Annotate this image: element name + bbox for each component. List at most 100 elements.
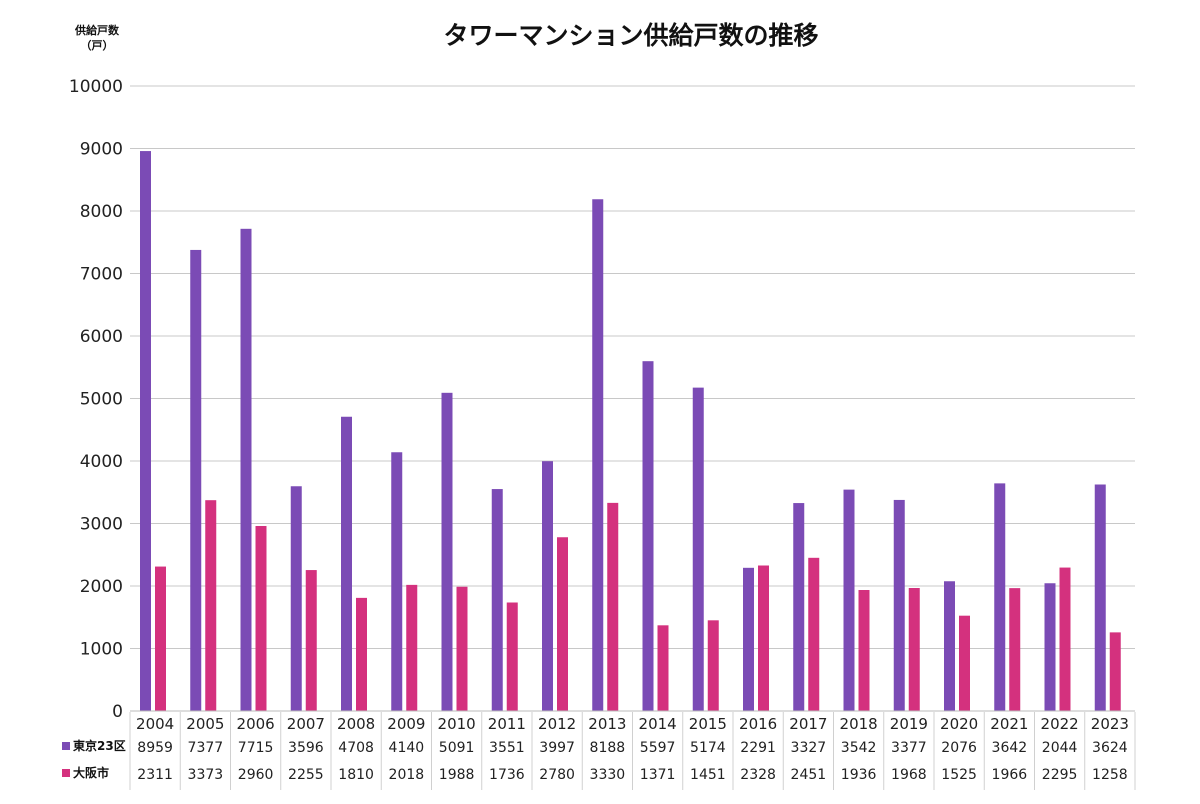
x-tick-label: 2018 <box>840 715 878 733</box>
data-label: 1966 <box>992 767 1028 783</box>
data-label: 7715 <box>238 740 274 756</box>
bar <box>793 503 805 711</box>
bar <box>255 526 267 711</box>
data-label: 8188 <box>590 740 626 756</box>
bar <box>1094 484 1106 711</box>
bar <box>1044 583 1056 711</box>
data-label: 1371 <box>640 767 676 783</box>
bar <box>707 620 719 711</box>
data-label: 8959 <box>137 740 173 756</box>
y-tick-label: 0 <box>112 702 123 722</box>
bar <box>1009 588 1021 711</box>
x-tick-label: 2017 <box>789 715 827 733</box>
bar <box>240 228 252 711</box>
y-tick-label: 8000 <box>80 202 123 222</box>
bar <box>808 557 820 711</box>
data-label: 5174 <box>690 740 726 756</box>
bar <box>456 586 468 711</box>
legend-swatch <box>62 742 70 750</box>
data-label: 3642 <box>992 740 1028 756</box>
bar <box>908 588 920 711</box>
data-label: 3330 <box>590 767 626 783</box>
x-tick-label: 2004 <box>136 715 174 733</box>
y-axis-label: 供給戸数 <box>74 23 120 37</box>
data-label: 3373 <box>188 767 224 783</box>
bar <box>406 584 418 711</box>
data-label: 5597 <box>640 740 676 756</box>
bar <box>843 489 855 711</box>
data-label: 1988 <box>439 767 475 783</box>
data-label: 4708 <box>338 740 374 756</box>
x-tick-label: 2015 <box>689 715 727 733</box>
bar <box>743 567 754 711</box>
bar <box>341 416 352 711</box>
data-label: 3542 <box>841 740 877 756</box>
bar <box>893 499 905 711</box>
data-label: 3551 <box>489 740 525 756</box>
bar <box>155 566 166 711</box>
bar <box>491 489 503 711</box>
bar <box>290 486 302 711</box>
data-label: 2780 <box>539 767 575 783</box>
y-axis-unit: （戸） <box>81 39 114 52</box>
bars-layer <box>140 151 1121 711</box>
data-label: 1810 <box>338 767 374 783</box>
data-label: 3624 <box>1092 740 1128 756</box>
x-tick-label: 2019 <box>890 715 928 733</box>
data-label: 2076 <box>941 740 977 756</box>
x-tick-label: 2014 <box>639 715 677 733</box>
y-tick-label: 1000 <box>80 640 123 660</box>
bar <box>607 502 619 711</box>
data-label: 1525 <box>941 767 977 783</box>
x-tick-label: 2006 <box>237 715 275 733</box>
bar <box>959 615 970 711</box>
data-label: 1451 <box>690 767 726 783</box>
y-tick-label: 10000 <box>69 77 123 97</box>
bar <box>140 151 151 711</box>
x-tick-label: 2016 <box>739 715 777 733</box>
x-tick-label: 2021 <box>990 715 1028 733</box>
y-tick-label: 9000 <box>80 140 123 160</box>
bar <box>657 625 669 711</box>
y-tick-label: 2000 <box>80 577 123 597</box>
bar <box>758 565 769 711</box>
data-label: 3596 <box>288 740 324 756</box>
data-label: 1736 <box>489 767 525 783</box>
legend-label: 大阪市 <box>73 765 109 780</box>
x-tick-label: 2007 <box>287 715 325 733</box>
data-label: 2018 <box>389 767 425 783</box>
bar <box>557 537 568 711</box>
x-tick-label: 2009 <box>387 715 425 733</box>
data-label: 2328 <box>740 767 776 783</box>
data-label: 3327 <box>791 740 827 756</box>
data-label: 2451 <box>791 767 827 783</box>
bar <box>1109 632 1121 711</box>
data-label: 1936 <box>841 767 877 783</box>
x-tick-label: 2010 <box>438 715 476 733</box>
y-tick-label: 4000 <box>80 452 123 472</box>
x-tick-label: 2020 <box>940 715 978 733</box>
data-label: 3997 <box>539 740 575 756</box>
bar <box>356 597 367 711</box>
bar <box>391 452 403 711</box>
x-tick-label: 2013 <box>588 715 626 733</box>
bar <box>542 461 553 711</box>
data-label: 3377 <box>891 740 927 756</box>
data-table: 2004 2005 2006 2007 2008 2009 2010 2011 2012 2013… <box>62 710 1136 790</box>
data-label: 7377 <box>188 740 224 756</box>
bar <box>592 199 604 711</box>
bar <box>441 392 453 711</box>
bar <box>305 570 317 711</box>
y-tick-label: 3000 <box>80 515 123 535</box>
bar <box>642 361 654 711</box>
data-label: 2255 <box>288 767 324 783</box>
data-label: 2044 <box>1042 740 1078 756</box>
x-tick-label: 2022 <box>1041 715 1079 733</box>
bar <box>205 500 217 711</box>
y-tick-label: 7000 <box>80 265 123 285</box>
bar <box>506 602 518 711</box>
bar <box>994 483 1006 711</box>
y-tick-label: 5000 <box>80 390 123 410</box>
